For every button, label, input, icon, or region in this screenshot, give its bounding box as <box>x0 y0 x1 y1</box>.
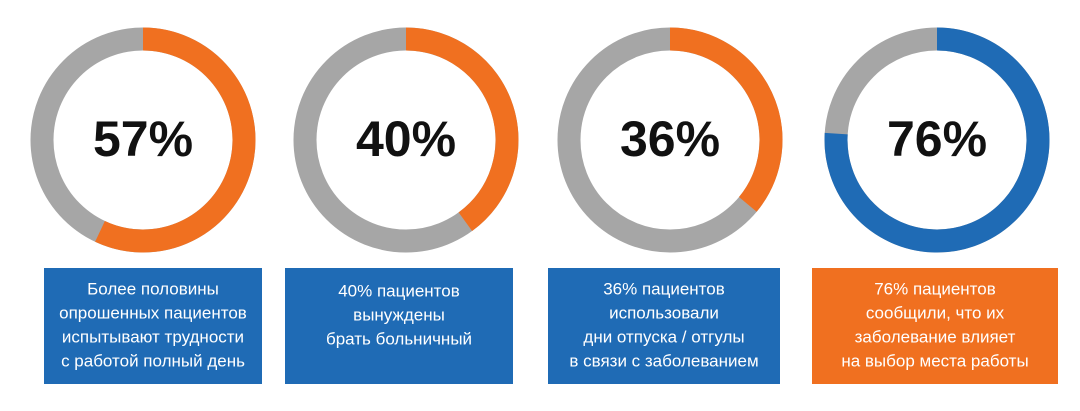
caption-line: испытывают трудности <box>62 327 244 346</box>
caption-line: сообщили, что их <box>866 303 1005 322</box>
caption-line: с работой полный день <box>61 351 245 370</box>
caption-box <box>44 268 262 384</box>
caption-box <box>548 268 780 384</box>
caption-line: в связи с заболеванием <box>569 351 758 370</box>
caption-line: 36% пациентов <box>603 279 725 298</box>
value-label: 57% <box>93 111 193 167</box>
caption-line: дни отпуска / отгулы <box>583 327 744 346</box>
caption-line: 40% пациентов <box>338 281 460 300</box>
value-label: 40% <box>356 111 456 167</box>
caption-line: заболевание влияет <box>855 327 1016 346</box>
caption-line: использовали <box>609 303 719 322</box>
caption-box <box>812 268 1058 384</box>
caption-line: 76% пациентов <box>874 279 996 298</box>
caption-line: опрошенных пациентов <box>59 303 247 322</box>
donut-arc <box>95 27 256 253</box>
caption-line: вынуждены <box>353 305 445 324</box>
value-label: 76% <box>887 111 987 167</box>
caption-line: брать больничный <box>326 329 472 348</box>
donut-arc <box>824 27 1050 253</box>
caption-box <box>285 268 513 384</box>
donut-arc <box>669 27 783 212</box>
caption-line: Более половины <box>87 279 219 298</box>
donut-arc <box>405 27 519 232</box>
value-label: 36% <box>620 111 720 167</box>
caption-line: на выбор места работы <box>841 351 1028 370</box>
